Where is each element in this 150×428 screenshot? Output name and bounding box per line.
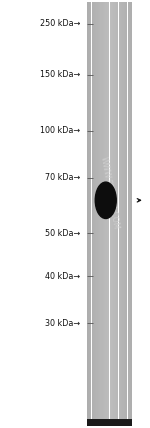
Text: 150 kDa→: 150 kDa→	[40, 70, 80, 80]
Bar	[110, 2, 111, 426]
Bar	[107, 2, 108, 426]
Bar	[123, 2, 124, 426]
Bar	[96, 2, 97, 426]
Bar	[131, 2, 132, 426]
Bar	[97, 2, 98, 426]
Text: 100 kDa→: 100 kDa→	[40, 126, 80, 135]
Bar	[102, 2, 103, 426]
Bar	[103, 2, 104, 426]
Bar	[87, 2, 88, 426]
Bar	[98, 2, 99, 426]
Bar	[112, 2, 113, 426]
Bar	[124, 2, 125, 426]
Text: 50 kDa→: 50 kDa→	[45, 229, 80, 238]
Bar	[121, 2, 122, 426]
Bar	[88, 2, 89, 426]
Bar	[120, 2, 121, 426]
Bar	[113, 2, 114, 426]
Bar	[122, 2, 123, 426]
Bar	[104, 2, 105, 426]
Bar	[87, 419, 132, 426]
Bar	[100, 2, 102, 426]
Bar	[118, 2, 120, 426]
Text: WWW.PTGLAB.COM: WWW.PTGLAB.COM	[99, 155, 120, 230]
Bar	[93, 2, 94, 426]
Bar	[99, 2, 100, 426]
Ellipse shape	[95, 182, 116, 218]
Text: 40 kDa→: 40 kDa→	[45, 271, 80, 281]
Bar	[111, 2, 112, 426]
Bar	[128, 2, 129, 426]
Bar	[92, 2, 93, 426]
Bar	[95, 2, 96, 426]
Bar	[90, 2, 92, 426]
Bar	[89, 2, 90, 426]
Bar	[114, 2, 115, 426]
Text: 70 kDa→: 70 kDa→	[45, 173, 80, 182]
Bar	[116, 2, 117, 426]
Bar	[115, 2, 116, 426]
Bar	[125, 2, 126, 426]
Bar	[130, 2, 131, 426]
Bar	[129, 2, 130, 426]
Text: 30 kDa→: 30 kDa→	[45, 318, 80, 328]
Bar	[117, 2, 118, 426]
Bar	[94, 2, 95, 426]
Text: 250 kDa→: 250 kDa→	[40, 19, 80, 28]
Bar	[108, 2, 110, 426]
Bar	[126, 2, 128, 426]
Bar	[106, 2, 107, 426]
Bar	[105, 2, 106, 426]
